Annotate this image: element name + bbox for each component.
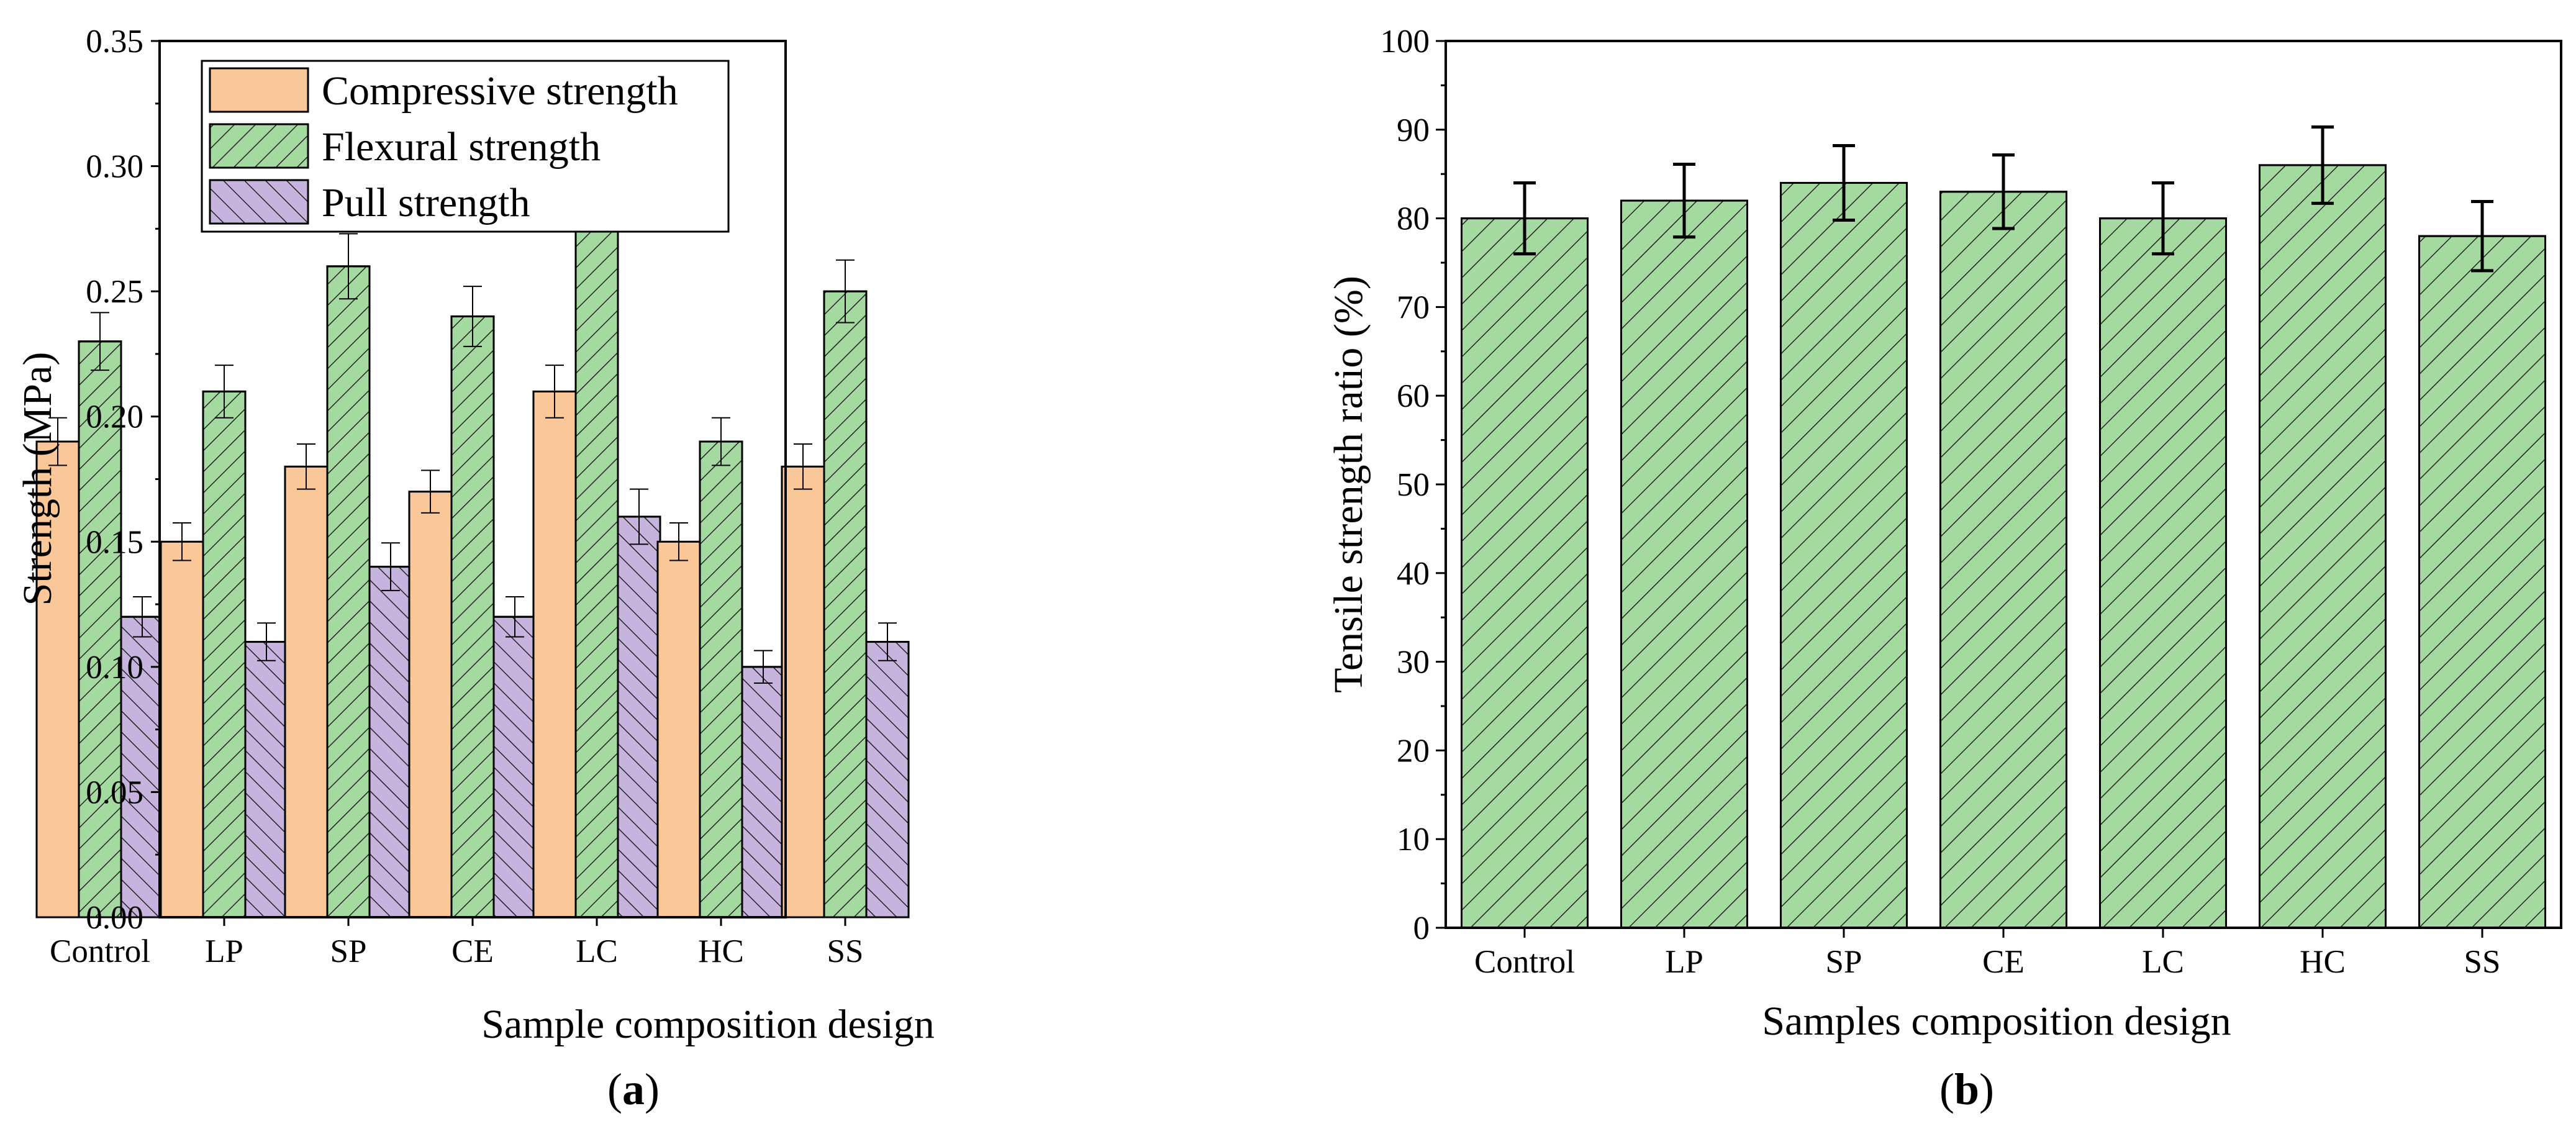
x-tick-label: LP bbox=[205, 933, 243, 969]
legend-label-pull: Pull strength bbox=[322, 180, 530, 225]
bar-hatch-flexural-strength-ce bbox=[450, 315, 495, 918]
x-tick-label: HC bbox=[698, 933, 744, 969]
x-tick-label: HC bbox=[2300, 944, 2346, 980]
chart-a-yticks: 0.00 0.05 0.10 0.15 0.20 0.25 0.30 0.35 bbox=[86, 24, 160, 936]
chart-a-xlabel: Sample composition design bbox=[481, 1002, 935, 1047]
bar-hatch-flexural-strength-sp bbox=[326, 265, 371, 918]
bar-hatch-pull-strength-ce bbox=[492, 615, 537, 918]
chart-b-bars bbox=[1461, 164, 2546, 929]
bar-hatch-tensile-strength-ratio-ce bbox=[1939, 191, 2067, 929]
bar-hatch-flexural-strength-lc bbox=[574, 140, 619, 918]
y-tick-label: 0.30 bbox=[86, 149, 143, 185]
chart-a-xticks: Control LP SP CE LC HC SS bbox=[50, 917, 863, 969]
x-tick-label: SP bbox=[1826, 944, 1862, 980]
chart-b-errorbars bbox=[1513, 125, 2493, 273]
bar-hatch-pull-strength-hc bbox=[741, 666, 786, 918]
chart-b-xlabel: Samples composition design bbox=[1762, 999, 2231, 1044]
y-tick-label: 60 bbox=[1397, 378, 1430, 414]
legend-swatch-flexural-hatch bbox=[209, 123, 309, 169]
chart-b: 0 10 20 30 40 50 60 70 80 90 100 Control LP SP CE LC HC… bbox=[1326, 24, 2562, 1114]
bar-hatch-tensile-strength-ratio-lc bbox=[2099, 217, 2227, 929]
bar-hatch-pull-strength-ss bbox=[865, 641, 910, 918]
x-tick-label: Control bbox=[1474, 944, 1575, 980]
y-tick-label: 0 bbox=[1413, 910, 1430, 946]
chart-a-errorbars bbox=[48, 101, 897, 684]
bar-hatch-pull-strength-sp bbox=[368, 566, 413, 918]
bar-hatch-tensile-strength-ratio-ss bbox=[2418, 235, 2546, 929]
y-tick-label: 10 bbox=[1397, 822, 1430, 858]
y-tick-label: 40 bbox=[1397, 556, 1430, 592]
y-tick-label: 50 bbox=[1397, 467, 1430, 503]
chart-a-bars bbox=[35, 140, 910, 918]
bar-hatch-tensile-strength-ratio-sp bbox=[1780, 181, 1908, 929]
bar-compressive-strength-sp bbox=[284, 465, 329, 918]
y-tick-label: 0.25 bbox=[86, 274, 143, 310]
x-tick-label: LC bbox=[576, 933, 618, 969]
chart-a-ylabel: Strength (MPa) bbox=[15, 352, 60, 606]
y-tick-label: 90 bbox=[1397, 112, 1430, 148]
chart-a: 0.00 0.05 0.10 0.15 0.20 0.25 0.30 0.35 Control… bbox=[15, 24, 935, 1114]
x-tick-label: LP bbox=[1665, 944, 1703, 980]
bar-hatch-tensile-strength-ratio-lp bbox=[1620, 199, 1748, 929]
y-tick-label: 0.05 bbox=[86, 774, 143, 810]
x-tick-label: CE bbox=[451, 933, 494, 969]
y-tick-label: 80 bbox=[1397, 201, 1430, 237]
x-tick-label: SS bbox=[827, 933, 864, 969]
chart-b-xticks: Control LP SP CE LC HC SS bbox=[1474, 928, 2500, 980]
legend-label-compressive: Compressive strength bbox=[322, 68, 678, 114]
y-tick-label: 20 bbox=[1397, 733, 1430, 769]
y-tick-label: 100 bbox=[1381, 24, 1430, 60]
y-tick-label: 0.00 bbox=[86, 900, 143, 936]
chart-a-legend: Compressive strength Flexural strength P… bbox=[201, 60, 730, 233]
x-tick-label: SP bbox=[330, 933, 367, 969]
x-tick-label: LC bbox=[2142, 944, 2184, 980]
bar-hatch-pull-strength-lc bbox=[617, 515, 661, 918]
bar-compressive-strength-lc bbox=[532, 390, 577, 918]
y-tick-label: 0.35 bbox=[86, 24, 143, 60]
chart-b-ylabel: Tensile strength ratio (%) bbox=[1326, 276, 1371, 693]
x-tick-label: CE bbox=[1982, 944, 2025, 980]
bar-compressive-strength-ss bbox=[781, 465, 825, 918]
y-tick-label: 0.20 bbox=[86, 399, 143, 435]
bar-hatch-tensile-strength-ratio-control bbox=[1461, 217, 1589, 929]
chart-b-yticks: 0 10 20 30 40 50 60 70 80 90 100 bbox=[1381, 24, 1446, 946]
legend-label-flexural: Flexural strength bbox=[322, 124, 601, 170]
y-tick-label: 0.10 bbox=[86, 650, 143, 686]
bar-hatch-flexural-strength-hc bbox=[699, 440, 743, 918]
x-tick-label: SS bbox=[2464, 944, 2501, 980]
bar-hatch-flexural-strength-ss bbox=[823, 290, 868, 918]
bar-compressive-strength-ce bbox=[408, 491, 453, 918]
bar-hatch-flexural-strength-lp bbox=[202, 390, 247, 918]
legend-swatch-pull-hatch bbox=[209, 179, 309, 225]
x-tick-label: Control bbox=[50, 933, 150, 969]
chart-a-panel-label: (a) bbox=[607, 1064, 660, 1114]
legend-swatch-compressive bbox=[209, 67, 309, 113]
y-tick-label: 0.15 bbox=[86, 524, 143, 560]
bar-compressive-strength-control bbox=[35, 440, 80, 918]
bar-hatch-tensile-strength-ratio-hc bbox=[2259, 164, 2387, 929]
y-tick-label: 30 bbox=[1397, 645, 1430, 681]
bar-compressive-strength-lp bbox=[160, 540, 204, 918]
y-tick-label: 70 bbox=[1397, 289, 1430, 325]
bar-hatch-pull-strength-lp bbox=[244, 641, 289, 918]
chart-b-panel-label: (b) bbox=[1939, 1064, 1994, 1114]
bar-compressive-strength-hc bbox=[656, 540, 701, 918]
